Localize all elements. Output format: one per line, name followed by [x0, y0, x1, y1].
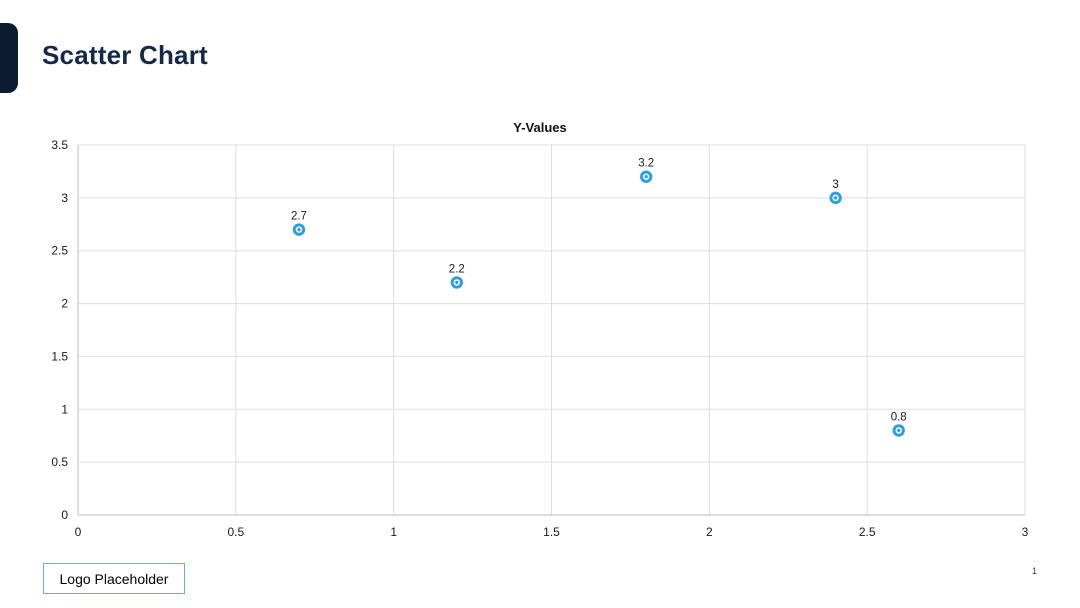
- y-tick-label: 0.5: [51, 455, 68, 469]
- axis-lines: [77, 145, 1025, 516]
- data-point-marker-core: [897, 428, 901, 433]
- x-tick-label: 0: [75, 525, 82, 539]
- data-point: 2.7: [291, 211, 307, 236]
- x-tick-label: 2.5: [859, 525, 876, 539]
- data-point: 3.2: [638, 158, 654, 183]
- data-point-marker-core: [455, 280, 459, 285]
- data-point-marker-core: [644, 175, 648, 179]
- logo-placeholder[interactable]: Logo Placeholder: [43, 563, 185, 594]
- y-tick-label: 3: [61, 191, 68, 205]
- data-point-label: 0.8: [891, 411, 907, 423]
- data-point-label: 3: [832, 179, 838, 191]
- data-point-label: 2.2: [449, 263, 465, 275]
- scatter-chart: Y-Values 00.511.522.533.5 0 0.5 1 1.5 2 2.5 3 …: [51, 120, 1029, 539]
- x-tick-label: 1.5: [543, 525, 560, 539]
- data-point-label: 2.7: [291, 211, 307, 223]
- x-tick-label: 3: [1022, 525, 1029, 539]
- data-point-marker-core: [297, 227, 301, 232]
- data-point-marker-core: [833, 196, 838, 200]
- x-tick-label: 1: [390, 525, 397, 539]
- y-tick-label: 0: [61, 508, 68, 522]
- data-points: 2.7 2.2 3.2 3 0.8: [291, 158, 907, 437]
- data-point: 2.2: [449, 263, 465, 289]
- y-tick-label: 3.5: [51, 138, 68, 152]
- data-point-label: 3.2: [638, 158, 654, 170]
- chart-container: Y-Values 0 0.5 1 1.5 2 2.5 3 3.5 0 0.5 1 1.5 2 2.5 3 …: [0, 110, 1080, 555]
- x-tick-label: 0.5: [227, 525, 244, 539]
- y-tick-label: 1.5: [51, 349, 68, 363]
- y-tick-label: 2.5: [51, 244, 68, 258]
- data-point: 3: [829, 179, 842, 205]
- data-point: 0.8: [891, 411, 907, 437]
- header-accent-tab: [0, 23, 18, 93]
- page-number: 1: [1032, 566, 1038, 576]
- page-title: Scatter Chart: [42, 40, 208, 70]
- y-tick-label: 1: [61, 402, 68, 416]
- x-axis-tick-labels: 0 0.5 1 1.5 2 2.5 3: [75, 525, 1029, 539]
- chart-title: Y-Values: [513, 120, 566, 135]
- y-axis-tick-labels: 0 0.5 1 1.5 2 2.5 3 3.5: [51, 138, 68, 522]
- vertical-gridlines: [235, 145, 1026, 515]
- x-tick-label: 2: [706, 525, 713, 539]
- y-tick-label: 2: [61, 297, 68, 311]
